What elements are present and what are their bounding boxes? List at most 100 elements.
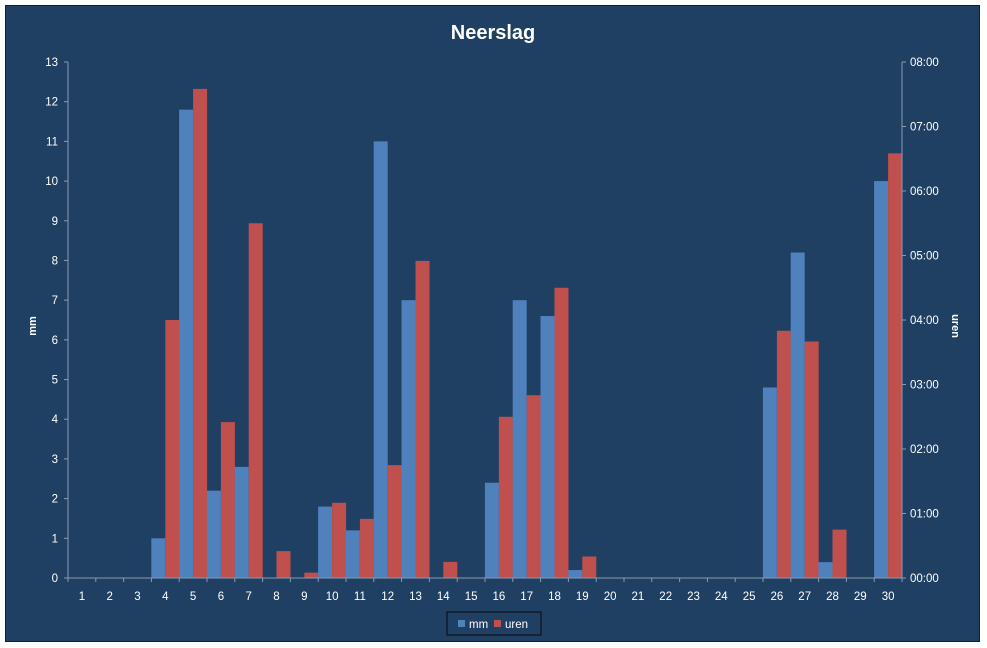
y2-tick-label: 06:00: [910, 186, 939, 198]
y-tick-label: 12: [45, 97, 58, 109]
x-tick-label: 25: [743, 591, 756, 603]
bar-mm: [512, 300, 527, 578]
x-tick-label: 18: [548, 591, 561, 603]
bar-mm: [345, 530, 360, 578]
bar-mm: [206, 490, 221, 578]
x-tick-label: 16: [493, 591, 506, 603]
bar-uren: [415, 260, 430, 578]
x-tick-label: 9: [301, 591, 307, 603]
bar-mm: [790, 252, 805, 578]
y-tick-label: 1: [52, 533, 58, 545]
y-tick-label: 9: [52, 216, 58, 228]
x-tick-label: 2: [106, 591, 112, 603]
x-tick-label: 24: [715, 591, 728, 603]
bar-mm: [818, 562, 833, 578]
x-tick-label: 15: [465, 591, 478, 603]
x-tick-label: 7: [245, 591, 251, 603]
y-axis-title: mm: [27, 316, 39, 336]
bar-mm: [401, 300, 416, 578]
x-tick-label: 20: [604, 591, 617, 603]
bar-uren: [165, 320, 180, 578]
bar-uren: [582, 556, 597, 578]
x-tick-label: 28: [826, 591, 839, 603]
bar-uren: [443, 561, 458, 578]
y-tick-label: 5: [52, 375, 58, 387]
legend-swatch-uren: [494, 620, 501, 627]
y-tick-label: 13: [45, 57, 58, 69]
legend-label-mm: mm: [469, 619, 488, 631]
bar-mm: [762, 387, 777, 578]
bar-uren: [359, 518, 374, 578]
x-tick-label: 30: [882, 591, 895, 603]
bar-mm: [234, 466, 249, 578]
x-tick-label: 8: [273, 591, 279, 603]
bar-mm: [568, 570, 583, 578]
bar-mm: [179, 109, 194, 578]
legend-box: [446, 611, 542, 636]
x-tick-label: 5: [190, 591, 196, 603]
y-tick-label: 8: [52, 255, 58, 267]
y-tick-label: 2: [52, 494, 58, 506]
bar-uren: [248, 223, 263, 578]
x-tick-label: 14: [437, 591, 450, 603]
chart-area: Neerslag 0 1 2 3 4 5 6 7 8 9 10 11 12 13 00:00 01:00 02…: [5, 5, 980, 642]
bar-mm: [540, 316, 555, 578]
bar-uren: [804, 341, 819, 578]
bar-mm: [318, 506, 333, 578]
legend: mm uren: [446, 611, 542, 636]
bar-uren: [193, 88, 208, 578]
bar-uren: [526, 395, 541, 578]
x-tick-label: 13: [409, 591, 422, 603]
y-tick-label: 7: [52, 295, 58, 307]
bar-uren: [387, 465, 402, 578]
legend-swatch-mm: [458, 620, 465, 627]
bar-uren: [276, 551, 291, 578]
bar-uren: [220, 422, 235, 578]
legend-label-uren: uren: [505, 619, 528, 631]
bar-uren: [304, 572, 319, 578]
bar-uren: [554, 287, 569, 578]
x-tick-label: 3: [134, 591, 140, 603]
bar-mm: [874, 181, 889, 579]
x-tick-label: 27: [798, 591, 811, 603]
y2-tick-label: 05:00: [910, 251, 939, 263]
x-tick-label: 29: [854, 591, 867, 603]
x-axis: 1 2 3 4 5 6 7 8 9 10 11 12 13 14 15 16 17 18 19 20 21 22 23 24 2…: [67, 577, 903, 603]
y2-tick-label: 00:00: [910, 573, 939, 585]
y-tick-label: 4: [52, 414, 59, 426]
x-tick-label: 12: [381, 591, 394, 603]
plot-area: [151, 88, 903, 579]
y-axis-right: 00:00 01:00 02:00 03:00 04:00 05:00 06:00 07:00…: [901, 57, 939, 585]
x-tick-label: 23: [687, 591, 700, 603]
y2-tick-label: 04:00: [910, 315, 939, 327]
y2-axis-title: uren: [949, 314, 961, 338]
y-tick-label: 6: [52, 335, 58, 347]
bar-mm: [484, 482, 499, 578]
bar-uren: [776, 330, 791, 578]
bar-uren: [832, 529, 847, 578]
bar-uren: [498, 416, 513, 578]
bar-mm: [373, 141, 388, 578]
y2-tick-label: 01:00: [910, 509, 939, 521]
x-tick-label: 19: [576, 591, 589, 603]
y2-tick-label: 02:00: [910, 444, 939, 456]
bar-mm: [151, 538, 166, 578]
y2-tick-label: 08:00: [910, 57, 939, 69]
y-tick-label: 10: [45, 176, 58, 188]
bar-uren: [332, 502, 347, 578]
x-tick-label: 6: [218, 591, 224, 603]
y2-tick-label: 07:00: [910, 122, 939, 134]
x-tick-label: 26: [771, 591, 784, 603]
x-tick-label: 4: [162, 591, 169, 603]
x-tick-label: 22: [659, 591, 672, 603]
y-tick-label: 3: [52, 454, 58, 466]
x-tick-label: 21: [632, 591, 645, 603]
chart-title: Neerslag: [451, 22, 536, 44]
y2-tick-label: 03:00: [910, 380, 939, 392]
x-tick-label: 1: [79, 591, 85, 603]
y-tick-label: 0: [52, 573, 58, 585]
x-tick-label: 11: [354, 591, 366, 603]
bar-uren: [888, 153, 903, 578]
